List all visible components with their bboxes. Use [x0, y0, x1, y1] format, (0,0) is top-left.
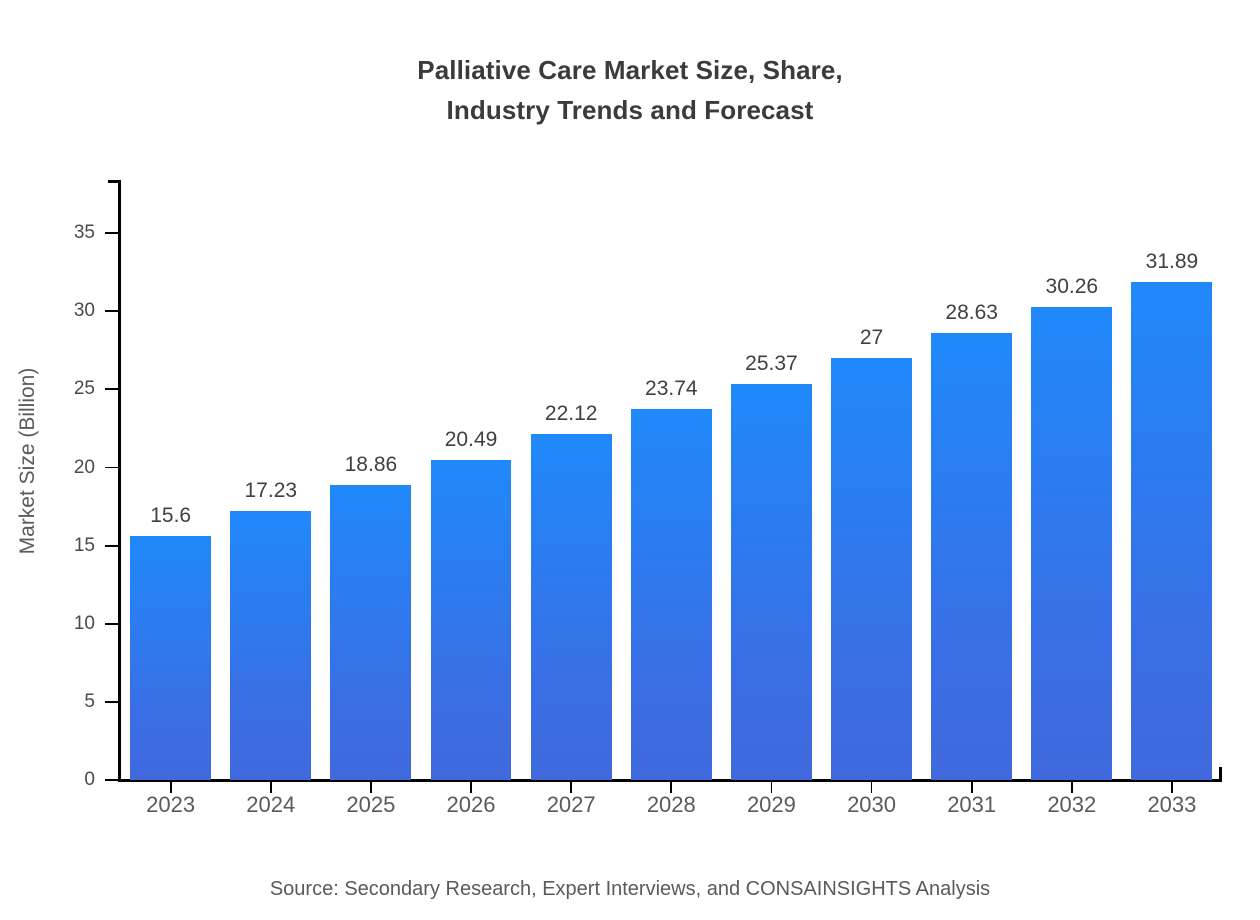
x-axis-tick-label: 2029 [746, 792, 796, 817]
x-axis-tick [870, 781, 873, 793]
x-axis-tick [1171, 781, 1173, 793]
y-axis-tick [105, 466, 119, 469]
x-axis-tick-label: 2027 [546, 792, 596, 817]
x-axis-tick-label: 2026 [446, 792, 496, 817]
y-axis-top-cap [108, 180, 120, 183]
y-axis-tick-label: 0 [84, 769, 95, 790]
y-axis-tick [105, 622, 119, 625]
x-axis-tick [970, 781, 973, 793]
bar-value-label: 18.86 [344, 453, 398, 477]
y-axis-tick [105, 700, 119, 703]
x-axis-tick [570, 781, 573, 793]
x-axis-tick-label: 2033 [1147, 792, 1197, 817]
bar-value-label: 22.12 [544, 402, 598, 426]
x-axis-tick [670, 781, 673, 793]
x-axis-tick-label: 2028 [646, 792, 696, 817]
bar[interactable] [330, 485, 412, 780]
bar[interactable] [230, 510, 312, 780]
y-axis-tick [105, 779, 119, 781]
y-axis-title: Market Size (Billion) [16, 367, 39, 555]
bar[interactable] [931, 332, 1013, 780]
bar-value-label: 23.74 [645, 377, 698, 401]
bar-value-label: 27 [859, 326, 884, 350]
bar[interactable] [730, 383, 812, 780]
bar[interactable] [530, 434, 612, 780]
bar[interactable] [430, 459, 512, 780]
y-axis-tick-label: 25 [73, 378, 95, 400]
bar-value-label: 15.6 [150, 504, 192, 528]
y-axis-tick-label: 15 [73, 534, 95, 556]
y-axis-tick [105, 388, 119, 391]
bar[interactable] [1131, 281, 1213, 780]
x-axis-tick [1070, 781, 1073, 793]
x-axis-tick-label: 2030 [847, 792, 897, 817]
bar[interactable] [630, 409, 712, 780]
y-axis-spine [118, 180, 121, 781]
bar-value-label: 25.37 [745, 351, 798, 375]
y-axis-tick-label: 35 [73, 222, 95, 244]
chart-title-line-1: Palliative Care Market Size, Share, [417, 55, 843, 85]
x-axis-tick-label: 2023 [146, 792, 196, 817]
bar-value-label: 31.89 [1145, 249, 1199, 273]
x-axis-tick [770, 781, 773, 793]
x-axis-tick [370, 781, 372, 793]
bar[interactable] [831, 358, 912, 780]
x-axis-right-cap [1219, 767, 1222, 781]
y-axis-tick-label: 20 [73, 456, 95, 478]
bar[interactable] [1031, 307, 1113, 780]
bar[interactable] [130, 536, 212, 780]
chart-title-line-2: Industry Trends and Forecast [446, 95, 814, 125]
y-axis-tick-label: 10 [73, 612, 95, 634]
x-axis-tick-label: 2032 [1047, 792, 1097, 817]
y-axis-tick [105, 232, 119, 235]
bar-value-label: 28.63 [945, 300, 998, 324]
x-axis-spine [118, 779, 1222, 782]
y-axis-tick-label: 5 [84, 690, 95, 712]
x-axis-tick [169, 781, 172, 793]
y-axis-tick [105, 544, 119, 547]
y-axis-tick [105, 310, 119, 313]
x-axis-tick-label: 2031 [947, 792, 997, 817]
x-axis-tick [269, 781, 272, 793]
x-axis-tick [470, 781, 472, 793]
x-axis-tick-label: 2025 [346, 792, 396, 817]
chart-title: Palliative Care Market Size, Share, Indu… [0, 50, 1260, 130]
source-note: Source: Secondary Research, Expert Inter… [269, 878, 991, 900]
bar-value-label: 17.23 [244, 478, 298, 502]
x-axis-tick-label: 2024 [246, 792, 296, 817]
bar-value-label: 30.26 [1045, 275, 1099, 299]
y-axis-tick-label: 30 [73, 300, 95, 322]
bar-value-label: 20.49 [444, 427, 498, 451]
